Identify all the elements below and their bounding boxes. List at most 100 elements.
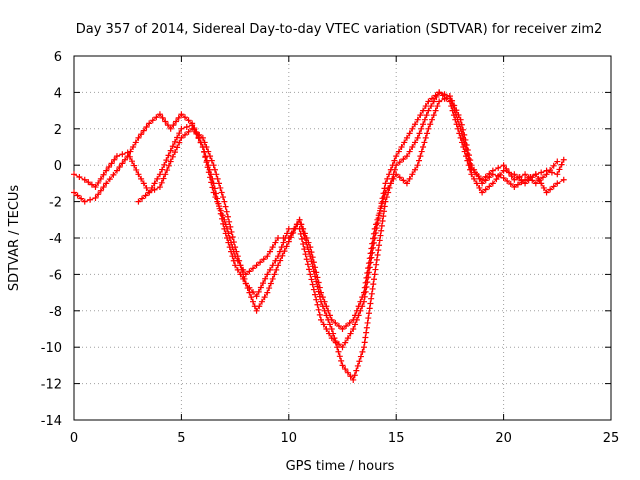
data-point-marker (359, 348, 366, 355)
data-point-marker (344, 369, 351, 376)
data-point-marker (310, 286, 317, 293)
data-point-marker (353, 367, 360, 374)
data-point-marker (303, 235, 310, 241)
data-point-marker (277, 257, 284, 264)
data-point-marker (71, 189, 77, 196)
data-point-marker (122, 156, 129, 163)
y-tick-label: 0 (54, 159, 62, 174)
data-point-marker (170, 122, 177, 129)
data-point-marker (316, 284, 323, 291)
data-point-marker (339, 344, 346, 351)
data-point-marker (264, 289, 271, 296)
data-point-marker (370, 235, 377, 242)
data-point-marker (532, 180, 539, 187)
data-point-marker (356, 358, 363, 365)
data-point-marker (228, 228, 235, 235)
data-point-marker (429, 95, 435, 102)
data-point-marker (298, 221, 305, 228)
data-point-marker (162, 171, 169, 178)
data-point-marker (207, 153, 214, 160)
data-point-marker (371, 276, 378, 283)
data-point-marker (111, 156, 118, 163)
data-point-marker (288, 230, 295, 237)
data-point-marker (359, 294, 366, 301)
data-point-marker (422, 103, 429, 110)
data-point-marker (232, 262, 239, 269)
data-point-marker (78, 195, 85, 202)
data-point-marker (142, 192, 149, 199)
data-point-marker (409, 125, 416, 132)
data-point-marker (262, 275, 269, 282)
data-point-marker (181, 114, 188, 121)
data-point-marker (275, 262, 282, 269)
data-point-marker (406, 175, 413, 182)
data-point-marker (370, 281, 377, 288)
data-point-marker (174, 144, 181, 151)
data-point-marker (473, 180, 480, 187)
data-point-marker (422, 134, 429, 141)
data-point-marker (387, 180, 394, 187)
data-point-marker (350, 316, 357, 323)
y-tick-label: -14 (41, 414, 62, 429)
data-point-marker (504, 177, 511, 184)
data-point-marker (159, 114, 166, 121)
data-point-marker (393, 171, 400, 178)
data-point-marker (244, 285, 251, 292)
data-point-marker (367, 250, 374, 257)
data-point-marker (161, 161, 168, 168)
data-point-marker (128, 158, 135, 165)
data-point-marker (278, 244, 285, 251)
data-point-marker (352, 312, 359, 319)
data-point-marker (357, 298, 364, 305)
data-point-marker (339, 362, 346, 369)
data-point-marker (461, 140, 468, 147)
data-point-marker (471, 175, 478, 182)
data-point-marker (371, 225, 378, 232)
data-point-marker (116, 164, 123, 171)
data-point-marker (361, 339, 368, 346)
data-point-marker (374, 216, 381, 223)
data-point-marker (201, 149, 208, 156)
data-point-marker (318, 289, 325, 296)
data-point-marker (234, 257, 241, 264)
data-point-marker (409, 171, 416, 178)
data-point-marker (269, 244, 276, 251)
data-point-marker (486, 170, 493, 177)
data-point-marker (138, 131, 145, 138)
data-point-marker (87, 196, 94, 203)
data-point-marker (335, 322, 342, 329)
data-point-marker (363, 324, 370, 331)
data-point-marker (378, 227, 385, 234)
data-point-marker (229, 244, 236, 251)
data-point-marker (304, 261, 311, 268)
x-tick-label: 10 (281, 431, 298, 446)
data-point-marker (76, 174, 83, 181)
data-point-marker (347, 373, 354, 380)
data-point-marker (381, 208, 388, 215)
data-point-marker (119, 160, 126, 167)
data-point-marker (257, 284, 264, 291)
data-point-marker (106, 176, 113, 183)
data-point-marker (132, 139, 139, 146)
data-point-marker (209, 184, 216, 191)
data-point-marker (403, 180, 410, 187)
data-point-marker (500, 162, 507, 169)
data-point-marker (363, 274, 370, 281)
data-point-marker (377, 207, 384, 214)
data-point-marker (323, 326, 330, 332)
data-point-marker (436, 98, 443, 105)
data-point-marker (508, 173, 515, 180)
series-track-2 (71, 89, 567, 383)
data-point-marker (264, 271, 271, 278)
data-point-marker (103, 180, 110, 187)
data-point-marker (269, 262, 276, 269)
data-point-marker (158, 179, 165, 186)
data-point-marker (393, 162, 400, 169)
data-point-marker (207, 174, 214, 181)
data-point-marker (381, 194, 388, 201)
data-point-marker (382, 180, 389, 187)
data-point-marker (267, 248, 274, 255)
data-point-marker (373, 256, 380, 263)
data-point-marker (105, 164, 112, 171)
data-point-marker (401, 139, 408, 146)
